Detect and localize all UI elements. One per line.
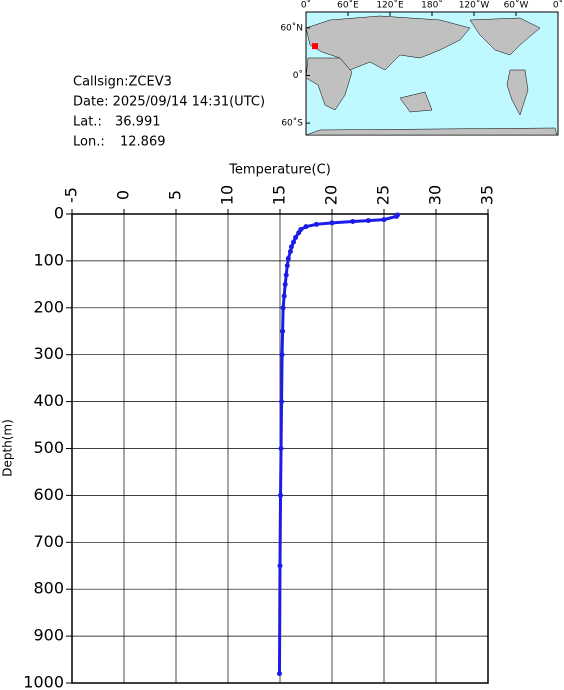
map-land [506, 69, 529, 116]
x-tick-label: 35 [478, 185, 497, 205]
profile-point [393, 213, 399, 219]
date: Date: 2025/09/14 14:31(UTC) [73, 95, 265, 110]
y-axis-label: Depth(m) [1, 419, 15, 477]
map-land [305, 15, 471, 71]
map-land [305, 127, 558, 136]
y-tick-label: 400 [33, 391, 64, 410]
profile-point [365, 218, 371, 224]
profile-point [313, 221, 319, 227]
lat-value: 36.991 [115, 115, 161, 130]
x-tick-label: 20 [322, 185, 341, 205]
lat-label: Lat.: [73, 115, 102, 130]
y-tick-label: 600 [33, 485, 64, 504]
profile-point [278, 492, 284, 498]
map-x-tick-label: 120˚E [376, 0, 404, 11]
map-x-tick-label: 0˚ [301, 0, 311, 11]
y-tick-label: 1000 [23, 673, 64, 690]
map-y-tick-label: 60˚N [280, 22, 303, 33]
profile-point [283, 272, 289, 278]
map-x-tick-label: 180˚ [421, 0, 443, 11]
map-land [399, 91, 433, 113]
y-tick-label: 800 [33, 579, 64, 598]
profile-point [350, 219, 356, 225]
y-tick-label: 900 [33, 626, 64, 645]
profile-point [280, 305, 286, 311]
x-tick-label: 15 [270, 185, 289, 205]
plot-frame [71, 213, 489, 684]
map-x-tick-label: 60˚W [504, 0, 529, 11]
y-tick-label: 0 [54, 204, 64, 223]
callsign: Callsign:ZCEV3 [73, 75, 172, 90]
y-tick-label: 300 [33, 344, 64, 363]
y-tick-label: 200 [33, 297, 64, 316]
map-y-tick-label: 60˚S [281, 118, 303, 129]
profile-point [277, 563, 283, 569]
profile-point [278, 446, 284, 451]
x-tick-label: 5 [166, 190, 185, 200]
x-tick-label: 25 [374, 185, 393, 205]
x-tick-label: 10 [218, 185, 237, 205]
station-marker [312, 43, 319, 50]
profile-point [293, 234, 299, 240]
map-land [305, 57, 353, 111]
map-y-tick-label: 0˚ [293, 70, 303, 81]
y-tick-label: 100 [33, 250, 64, 269]
profile-point [329, 220, 335, 226]
profile-point [276, 671, 282, 677]
x-tick-label: 30 [426, 185, 445, 205]
map-x-tick-label: 0˚ [553, 0, 563, 11]
profile-point [291, 239, 297, 245]
profile-point [288, 244, 294, 250]
x-tick-label: -5 [62, 187, 81, 203]
map-x-tick-label: 120˚W [459, 0, 490, 11]
profile-point [381, 217, 387, 223]
lon-label: Lon.: [73, 135, 105, 150]
profile-point [285, 256, 291, 262]
profile-point [281, 293, 287, 299]
profile-point [287, 249, 293, 255]
profile-point [279, 352, 285, 358]
y-tick-label: 500 [33, 438, 64, 457]
x-tick-label: 0 [114, 190, 133, 200]
y-tick-label: 700 [33, 532, 64, 551]
profile-point [279, 399, 285, 405]
profile-point [296, 230, 302, 236]
lon-value: 12.869 [120, 135, 166, 150]
profile-point [284, 263, 290, 269]
map-land [469, 17, 541, 56]
world-map [305, 11, 559, 136]
profile-line [277, 214, 399, 674]
map-x-tick-label: 60˚E [337, 0, 359, 11]
profile-point [280, 328, 286, 334]
x-axis-label: Temperature(C) [228, 163, 331, 178]
profile-point [303, 224, 309, 230]
profile-point [282, 281, 288, 287]
